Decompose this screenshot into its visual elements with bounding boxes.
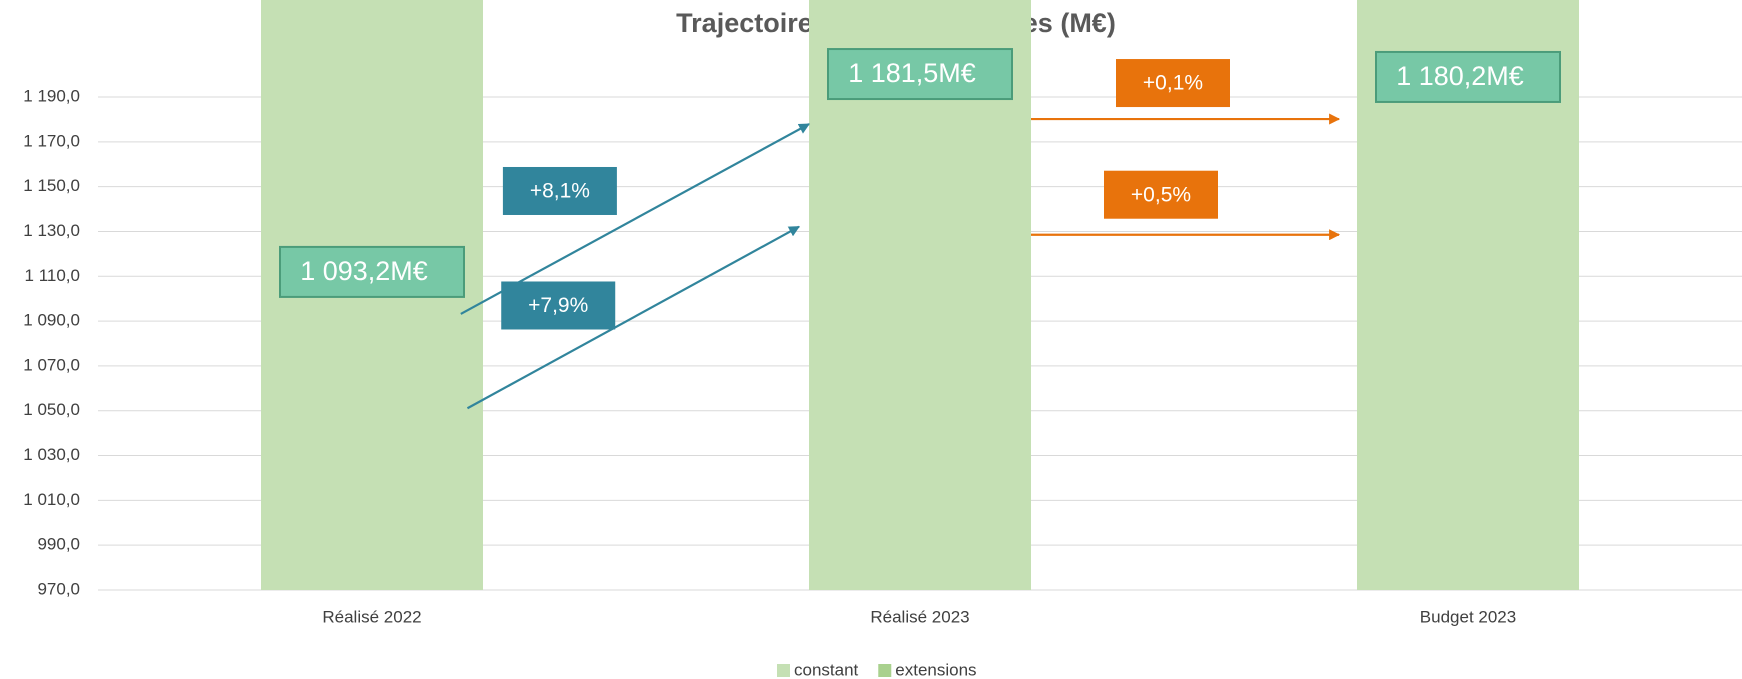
legend-label: constant — [794, 660, 859, 679]
total-box — [279, 245, 465, 298]
x-tick-label: Réalisé 2023 — [870, 607, 969, 626]
y-tick-label: 990,0 — [37, 535, 80, 554]
y-tick-label: 1 190,0 — [23, 86, 80, 105]
growth-box — [501, 281, 616, 330]
y-tick-label: 1 090,0 — [23, 311, 80, 330]
y-tick-label: 1 110,0 — [25, 266, 80, 285]
growth-label: +0,1% — [1143, 72, 1203, 95]
y-tick-label: 970,0 — [37, 579, 80, 598]
growth-label: +0,5% — [1131, 183, 1191, 206]
y-tick-label: 1 130,0 — [23, 221, 80, 240]
y-tick-label: 1 050,0 — [23, 400, 80, 419]
legend-swatch — [878, 664, 892, 677]
growth-arrow — [466, 225, 800, 410]
legend-label: extensions — [895, 660, 976, 679]
y-tick-label: 1 070,0 — [23, 355, 80, 374]
growth-box — [1104, 170, 1218, 219]
growth-box — [502, 166, 617, 215]
growth-box — [1116, 59, 1230, 108]
y-tick-label: 1 030,0 — [23, 445, 80, 464]
growth-label: +8,1% — [530, 180, 590, 203]
x-tick-label: Réalisé 2022 — [322, 607, 421, 626]
total-label: 1 181,5M€ — [848, 58, 976, 88]
total-label: 1 180,2M€ — [1396, 61, 1524, 91]
total-box — [1375, 50, 1561, 103]
x-tick-label: Budget 2023 — [1420, 607, 1516, 626]
total-box — [827, 48, 1013, 101]
legend-swatch — [777, 664, 790, 677]
growth-label: +7,9% — [528, 294, 588, 317]
y-tick-label: 1 170,0 — [23, 131, 80, 150]
total-label: 1 093,2M€ — [300, 256, 428, 286]
y-tick-label: 1 150,0 — [23, 176, 80, 195]
y-tick-label: 1 010,0 — [23, 490, 80, 509]
